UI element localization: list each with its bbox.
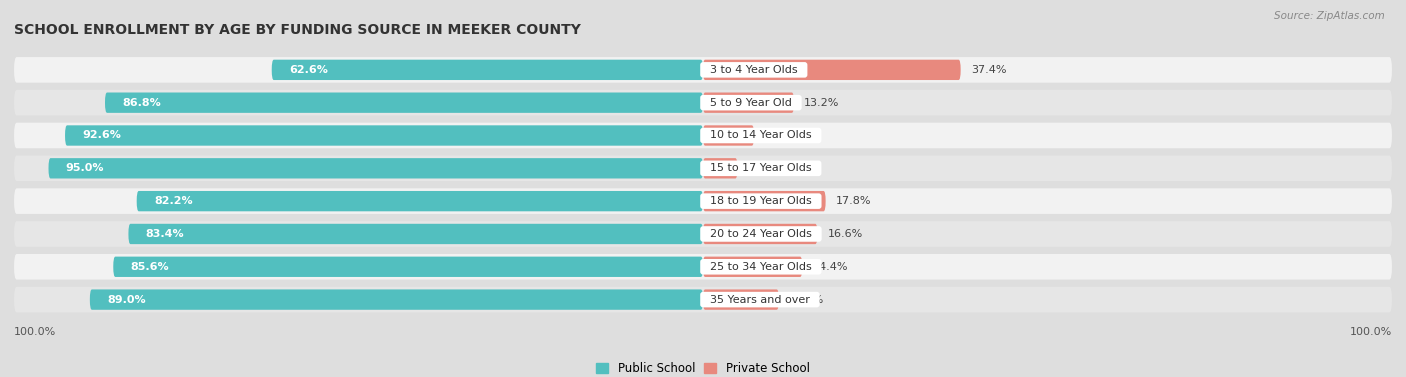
Text: 7.4%: 7.4% — [765, 130, 793, 141]
FancyBboxPatch shape — [105, 92, 703, 113]
FancyBboxPatch shape — [14, 156, 1392, 181]
FancyBboxPatch shape — [14, 287, 1392, 313]
FancyBboxPatch shape — [703, 257, 803, 277]
Text: 13.2%: 13.2% — [804, 98, 839, 108]
Text: 20 to 24 Year Olds: 20 to 24 Year Olds — [703, 229, 818, 239]
FancyBboxPatch shape — [703, 60, 960, 80]
FancyBboxPatch shape — [65, 125, 703, 146]
FancyBboxPatch shape — [14, 123, 1392, 148]
Text: 35 Years and over: 35 Years and over — [703, 294, 817, 305]
Text: 16.6%: 16.6% — [828, 229, 863, 239]
FancyBboxPatch shape — [90, 290, 703, 310]
FancyBboxPatch shape — [703, 224, 817, 244]
FancyBboxPatch shape — [114, 257, 703, 277]
Text: 92.6%: 92.6% — [83, 130, 121, 141]
Text: 62.6%: 62.6% — [290, 65, 328, 75]
FancyBboxPatch shape — [48, 158, 703, 178]
Text: 3 to 4 Year Olds: 3 to 4 Year Olds — [703, 65, 804, 75]
Text: 17.8%: 17.8% — [837, 196, 872, 206]
FancyBboxPatch shape — [703, 92, 794, 113]
FancyBboxPatch shape — [14, 221, 1392, 247]
Text: 37.4%: 37.4% — [972, 65, 1007, 75]
Text: 14.4%: 14.4% — [813, 262, 848, 272]
FancyBboxPatch shape — [14, 90, 1392, 115]
Text: 82.2%: 82.2% — [153, 196, 193, 206]
Text: 86.8%: 86.8% — [122, 98, 160, 108]
Text: 85.6%: 85.6% — [131, 262, 169, 272]
Text: 100.0%: 100.0% — [14, 326, 56, 337]
Text: 5.0%: 5.0% — [748, 163, 776, 173]
Text: 15 to 17 Year Olds: 15 to 17 Year Olds — [703, 163, 818, 173]
FancyBboxPatch shape — [14, 254, 1392, 280]
Text: 11.0%: 11.0% — [789, 294, 824, 305]
FancyBboxPatch shape — [703, 191, 825, 211]
FancyBboxPatch shape — [703, 290, 779, 310]
FancyBboxPatch shape — [136, 191, 703, 211]
Text: 5 to 9 Year Old: 5 to 9 Year Old — [703, 98, 799, 108]
FancyBboxPatch shape — [703, 125, 754, 146]
Text: 89.0%: 89.0% — [107, 294, 146, 305]
FancyBboxPatch shape — [14, 188, 1392, 214]
FancyBboxPatch shape — [703, 158, 738, 178]
Text: SCHOOL ENROLLMENT BY AGE BY FUNDING SOURCE IN MEEKER COUNTY: SCHOOL ENROLLMENT BY AGE BY FUNDING SOUR… — [14, 23, 581, 37]
FancyBboxPatch shape — [14, 57, 1392, 83]
Text: 100.0%: 100.0% — [1350, 326, 1392, 337]
Text: 25 to 34 Year Olds: 25 to 34 Year Olds — [703, 262, 818, 272]
FancyBboxPatch shape — [128, 224, 703, 244]
Text: 18 to 19 Year Olds: 18 to 19 Year Olds — [703, 196, 818, 206]
FancyBboxPatch shape — [271, 60, 703, 80]
Text: 95.0%: 95.0% — [66, 163, 104, 173]
Legend: Public School, Private School: Public School, Private School — [592, 357, 814, 377]
Text: Source: ZipAtlas.com: Source: ZipAtlas.com — [1274, 11, 1385, 21]
Text: 10 to 14 Year Olds: 10 to 14 Year Olds — [703, 130, 818, 141]
Text: 83.4%: 83.4% — [146, 229, 184, 239]
